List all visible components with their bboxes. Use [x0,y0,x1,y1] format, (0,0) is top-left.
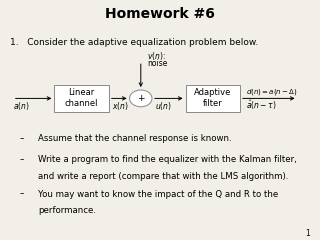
Text: $u(n)$: $u(n)$ [155,100,172,112]
Text: noise: noise [147,59,168,68]
Text: Linear
channel: Linear channel [65,88,98,108]
Text: $v(n)$:: $v(n)$: [147,50,166,62]
FancyBboxPatch shape [186,85,240,112]
Text: $\hat{a}(n-\tau)$: $\hat{a}(n-\tau)$ [246,99,277,112]
Text: You may want to know the impact of the Q and R to the: You may want to know the impact of the Q… [38,190,279,199]
Text: 1: 1 [306,228,310,238]
Text: Homework #6: Homework #6 [105,7,215,21]
Text: –: – [19,190,24,199]
Text: –: – [19,155,24,164]
Text: +: + [137,94,145,103]
Text: $d(n)=a(n-\Delta)$: $d(n)=a(n-\Delta)$ [246,87,298,97]
Text: Write a program to find the equalizer with the Kalman filter,: Write a program to find the equalizer wi… [38,155,297,164]
Circle shape [130,90,152,107]
Text: $a(n)$: $a(n)$ [13,100,30,112]
Text: Assume that the channel response is known.: Assume that the channel response is know… [38,134,232,144]
Text: 1.   Consider the adaptive equalization problem below.: 1. Consider the adaptive equalization pr… [10,38,258,48]
Text: performance.: performance. [38,206,96,216]
Text: and write a report (compare that with the LMS algorithm).: and write a report (compare that with th… [38,172,289,181]
Text: –: – [19,134,24,144]
Text: Adaptive
filter: Adaptive filter [194,88,231,108]
FancyBboxPatch shape [54,85,109,112]
Text: $x(n)$: $x(n)$ [112,100,129,112]
